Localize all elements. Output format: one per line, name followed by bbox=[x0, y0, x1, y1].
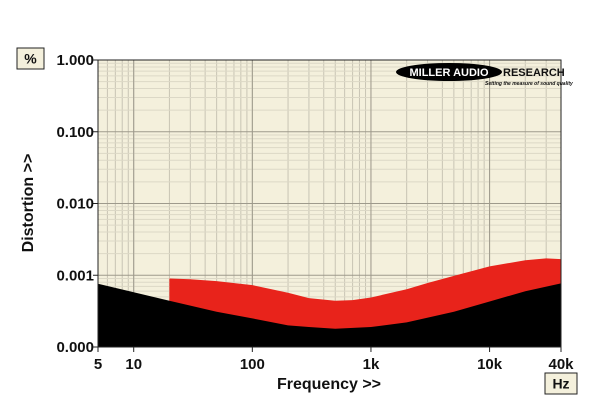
x-tick-label: 10k bbox=[477, 356, 503, 373]
x-tick-label: 1k bbox=[363, 356, 380, 373]
y-tick-label: 0.000 bbox=[56, 339, 94, 356]
x-tick-label: 10 bbox=[125, 356, 142, 373]
y-tick-label: 0.010 bbox=[56, 196, 94, 213]
y-tick-labels: 1.000 0.100 0.010 0.001 0.000 bbox=[56, 52, 98, 356]
x-unit-box: Hz bbox=[544, 372, 578, 395]
y-unit-label: % bbox=[24, 51, 37, 67]
logo-name-main: MILLER AUDIO bbox=[409, 67, 488, 79]
x-tick-labels: 5 10 100 1k 10k 40k bbox=[94, 347, 574, 373]
x-tick-label: 100 bbox=[240, 356, 265, 373]
logo-tagline: Setting the measure of sound quality bbox=[485, 81, 573, 87]
logo-name-side: RESEARCH bbox=[503, 67, 565, 79]
x-tick-label: 5 bbox=[94, 356, 102, 373]
series-layer bbox=[98, 258, 561, 347]
x-axis-title: Frequency >> bbox=[277, 376, 381, 393]
y-tick-label: 0.100 bbox=[56, 124, 94, 141]
brand-logo: MILLER AUDIO RESEARCH Setting the measur… bbox=[396, 63, 573, 87]
x-tick-label: 40k bbox=[548, 356, 574, 373]
y-tick-label: 1.000 bbox=[56, 52, 94, 69]
y-unit-box: % bbox=[16, 47, 45, 70]
y-axis-title: Distortion >> bbox=[20, 154, 37, 253]
x-unit-label: Hz bbox=[552, 376, 569, 392]
series-area-2 bbox=[98, 283, 561, 347]
y-tick-label: 0.001 bbox=[56, 267, 94, 284]
